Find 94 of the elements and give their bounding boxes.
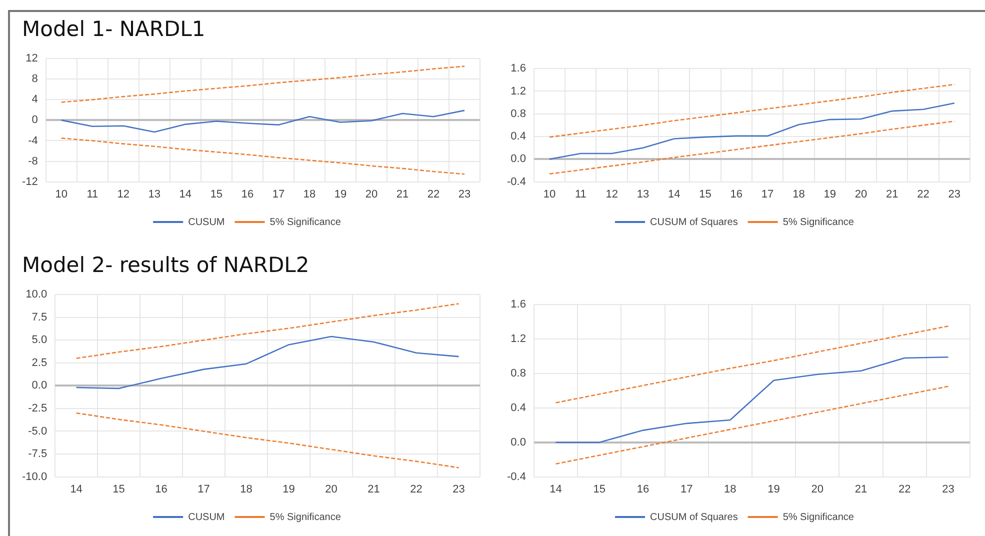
x-tick-label: 22 <box>898 483 911 496</box>
x-tick-label: 19 <box>768 483 780 496</box>
x-tick-label: 13 <box>148 188 161 200</box>
x-tick-label: 15 <box>593 483 606 496</box>
x-tick-label: 22 <box>427 188 440 200</box>
x-tick-label: 23 <box>942 483 954 496</box>
y-tick-label: 7.5 <box>32 311 48 324</box>
legend-label: CUSUM of Squares <box>650 512 738 523</box>
y-tick-label: -5.0 <box>28 425 48 438</box>
y-tick-label: 0.8 <box>510 368 526 380</box>
x-tick-label: 20 <box>811 483 824 496</box>
y-tick-label: 8 <box>32 73 38 86</box>
x-tick-label: 10 <box>543 188 556 200</box>
y-tick-label: 1.6 <box>510 62 526 75</box>
y-tick-label: 10.0 <box>26 288 48 301</box>
line-series <box>76 303 460 360</box>
x-tick-label: 18 <box>303 188 316 200</box>
y-tick-label: -0.4 <box>506 176 526 188</box>
line-series <box>555 386 949 465</box>
x-tick-label: 10 <box>55 188 68 200</box>
x-tick-label: 21 <box>396 188 409 200</box>
y-tick-label: 0.4 <box>510 402 526 414</box>
y-tick-label: 5.0 <box>32 334 48 346</box>
line-series <box>60 66 466 103</box>
x-tick-label: 15 <box>112 483 125 496</box>
x-tick-label: 23 <box>452 483 465 496</box>
legend-label: 5% Significance <box>270 512 342 523</box>
x-tick-label: 16 <box>730 188 743 200</box>
x-tick-label: 11 <box>86 188 98 200</box>
y-tick-label: -2.5 <box>28 402 48 415</box>
x-tick-label: 19 <box>334 188 347 200</box>
y-tick-label: -4 <box>28 134 38 147</box>
x-tick-label: 23 <box>948 188 961 200</box>
x-tick-label: 17 <box>680 483 693 496</box>
x-tick-label: 21 <box>368 483 380 496</box>
x-tick-label: 20 <box>365 188 378 200</box>
y-tick-label: 4 <box>32 94 38 106</box>
chart-title: Model 1- NARDL1 <box>21 16 206 43</box>
y-tick-label: -0.4 <box>506 470 526 483</box>
x-tick-label: 16 <box>636 483 650 496</box>
x-tick-label: 17 <box>272 188 285 200</box>
y-tick-label: 0.0 <box>510 436 526 448</box>
line-series <box>548 84 956 138</box>
legend-label: CUSUM <box>188 216 225 228</box>
y-tick-label: 2.5 <box>32 356 48 369</box>
y-tick-label: 0.0 <box>510 153 526 166</box>
x-tick-label: 15 <box>210 188 223 200</box>
x-tick-label: 21 <box>886 188 898 200</box>
y-tick-label: 0.0 <box>32 380 48 392</box>
x-tick-label: 18 <box>724 483 736 496</box>
x-tick-label: 14 <box>668 188 680 200</box>
x-tick-label: 17 <box>198 483 210 496</box>
x-tick-label: 18 <box>240 483 252 496</box>
x-tick-label: 12 <box>606 188 618 200</box>
line-series <box>76 412 460 468</box>
x-tick-label: 19 <box>824 188 836 200</box>
x-tick-label: 14 <box>70 483 82 496</box>
y-tick-label: -12 <box>22 176 38 188</box>
x-tick-label: 14 <box>179 188 192 200</box>
x-tick-label: 18 <box>792 188 805 200</box>
y-tick-label: -10.0 <box>22 470 48 483</box>
x-tick-label: 19 <box>282 483 295 496</box>
y-tick-label: 1.2 <box>510 85 526 98</box>
x-tick-label: 22 <box>917 188 930 200</box>
y-tick-label: 1.6 <box>510 298 526 311</box>
y-tick-label: 12 <box>26 52 38 65</box>
y-tick-label: 0.8 <box>510 108 526 120</box>
x-tick-label: 12 <box>117 188 130 200</box>
y-tick-label: 0 <box>32 114 38 126</box>
legend-label: 5% Significance <box>782 512 854 523</box>
y-tick-label: 1.2 <box>510 333 526 346</box>
line-series <box>548 120 956 175</box>
y-tick-label: -7.5 <box>28 448 48 460</box>
legend-label: CUSUM of Squares <box>650 216 738 228</box>
x-tick-label: 23 <box>458 188 471 200</box>
legend-label: 5% Significance <box>270 216 342 228</box>
line-series <box>555 325 949 404</box>
x-tick-label: 13 <box>636 188 650 200</box>
line-series <box>60 138 466 175</box>
legend-label: CUSUM <box>188 512 225 523</box>
x-tick-label: 16 <box>155 483 168 496</box>
y-tick-label: 0.4 <box>510 130 526 143</box>
x-tick-label: 15 <box>699 188 712 200</box>
x-tick-label: 20 <box>854 188 868 200</box>
x-tick-label: 20 <box>325 483 338 496</box>
x-tick-label: 16 <box>241 188 254 200</box>
legend-label: 5% Significance <box>782 216 854 228</box>
x-tick-label: 21 <box>854 483 868 496</box>
x-tick-label: 11 <box>574 188 586 200</box>
chart-title: Model 2- results of NARDL2 <box>21 252 310 279</box>
x-tick-label: 14 <box>550 483 562 496</box>
x-tick-label: 22 <box>410 483 422 496</box>
x-tick-label: 17 <box>761 188 774 200</box>
y-tick-label: -8 <box>28 155 38 168</box>
